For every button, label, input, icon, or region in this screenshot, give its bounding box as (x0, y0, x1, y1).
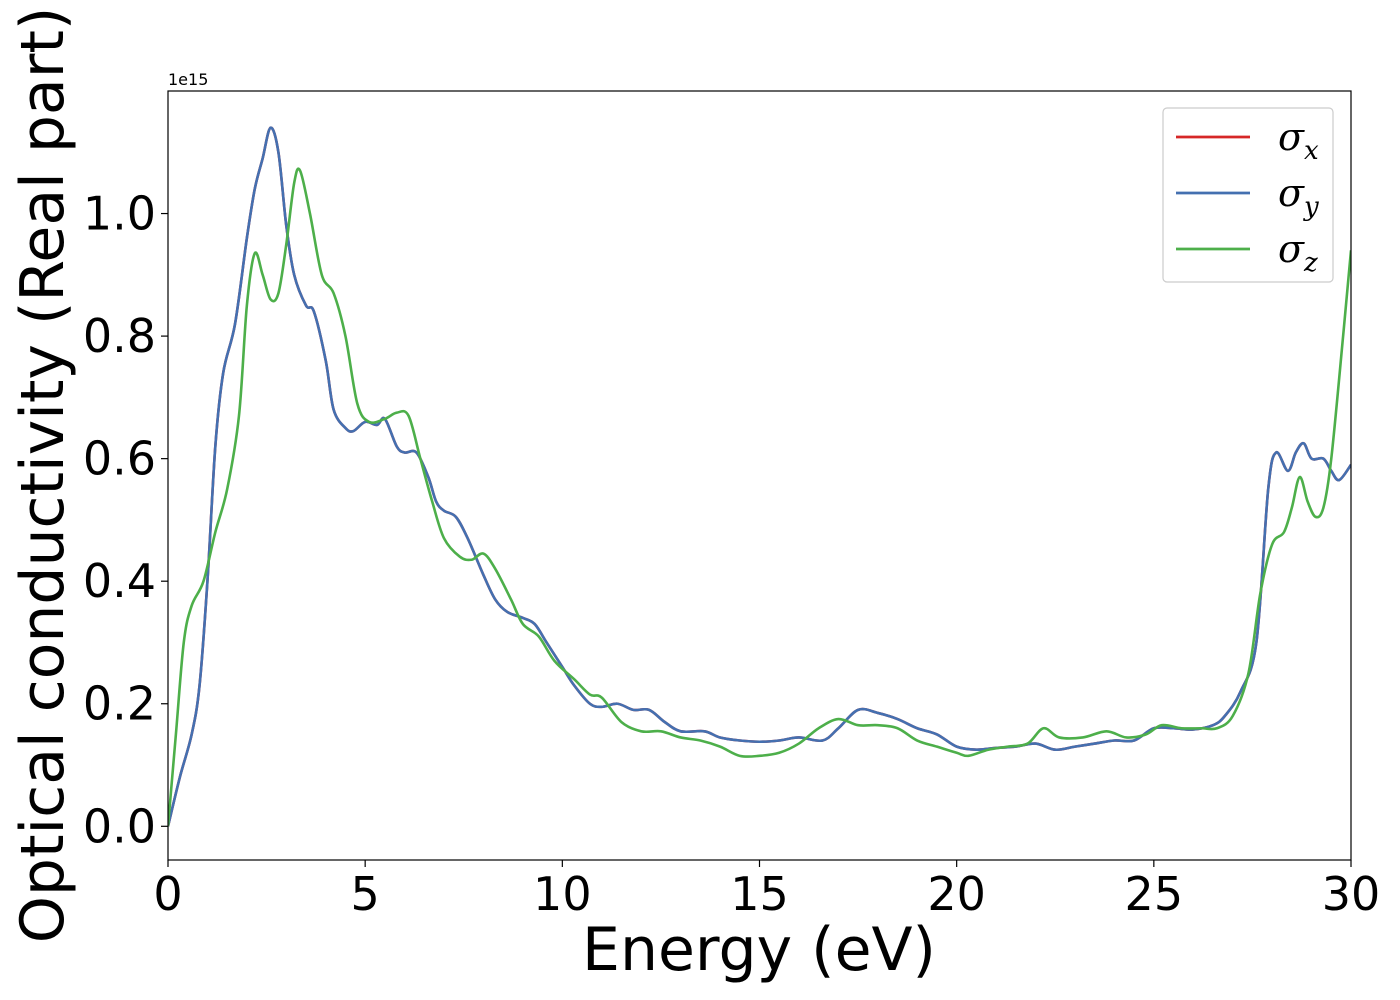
x-axis-ticks: 0 5 10 15 20 25 30 (153, 860, 1380, 921)
x-tick-label: 10 (533, 867, 592, 921)
y-tick-label: 0.2 (83, 677, 156, 731)
x-tick-label: 5 (351, 867, 380, 921)
legend-box (1162, 107, 1334, 283)
x-tick-label: 30 (1322, 867, 1381, 921)
x-tick-label: 20 (927, 867, 986, 921)
x-axis-title: Energy (eV) (582, 915, 936, 985)
y-axis-title: Optical conductivity (Real part) (8, 7, 78, 944)
y-tick-label: 0.0 (83, 799, 156, 853)
legend-label-z: σz (1278, 227, 1318, 278)
x-tick-label: 25 (1125, 867, 1184, 921)
y-offset-label: 1e15 (168, 70, 208, 89)
series-layer (168, 126, 1351, 827)
x-tick-label: 0 (153, 867, 182, 921)
legend-label-y: σy (1278, 171, 1319, 222)
y-tick-label: 0.6 (83, 432, 156, 486)
legend-label-x: σx (1278, 115, 1319, 166)
y-tick-label: 0.4 (83, 554, 156, 608)
y-axis-ticks: 0.0 0.2 0.4 0.6 0.8 1.0 (83, 187, 168, 853)
y-tick-label: 0.8 (83, 309, 156, 363)
series-line-z (168, 167, 1351, 827)
x-tick-label: 15 (730, 867, 789, 921)
y-tick-label: 1.0 (83, 187, 156, 241)
